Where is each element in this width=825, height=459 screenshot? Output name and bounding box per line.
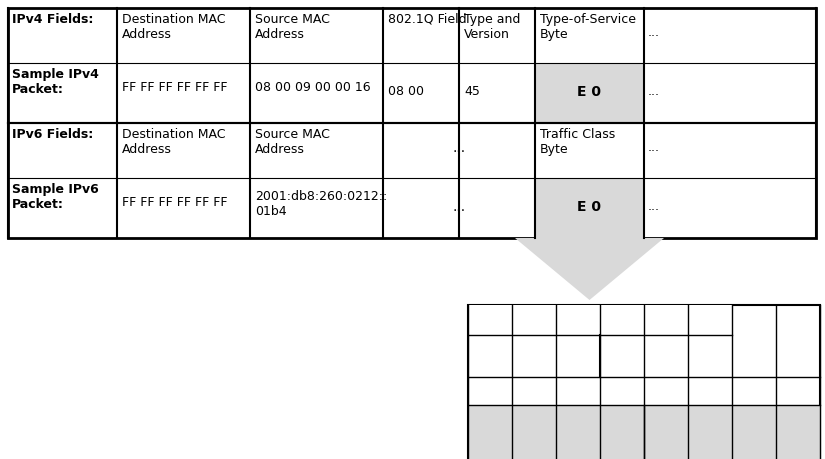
Bar: [8, 8, 816, 238]
Bar: [535, 178, 644, 238]
Text: Destination MAC
Address: Destination MAC Address: [122, 13, 225, 41]
Text: 0: 0: [749, 383, 759, 398]
Text: Type and
Version: Type and Version: [464, 13, 521, 41]
Text: FF FF FF FF FF FF: FF FF FF FF FF FF: [122, 81, 228, 94]
Text: FF FF FF FF FF FF: FF FF FF FF FF FF: [122, 196, 228, 209]
Text: 45: 45: [464, 85, 480, 98]
Text: Destination MAC
Address: Destination MAC Address: [122, 128, 225, 156]
Bar: [644, 405, 820, 459]
Text: ...: ...: [648, 141, 660, 154]
Text: Sample IPv4
Packet:: Sample IPv4 Packet:: [12, 68, 99, 96]
Text: 0: 0: [793, 383, 804, 398]
Text: 08 00: 08 00: [388, 85, 424, 98]
Text: Differentiated Services Codepoint: Differentiated Services Codepoint: [467, 310, 733, 324]
Bar: [535, 63, 644, 123]
Text: Type-of-Service
Byte: Type-of-Service Byte: [540, 13, 636, 41]
Text: ...: ...: [648, 26, 660, 39]
Text: 2001:db8:260:0212::
01b4: 2001:db8:260:0212:: 01b4: [255, 190, 387, 218]
Text: Traffic Class
Byte: Traffic Class Byte: [540, 128, 615, 156]
Text: 0: 0: [661, 383, 672, 398]
Text: E: E: [551, 409, 561, 424]
Text: 1: 1: [485, 383, 495, 398]
Text: Delay Throughput
Reliability Bits: Delay Throughput Reliability Bits: [603, 340, 729, 368]
Bar: [468, 405, 644, 459]
Text: ...: ...: [452, 200, 465, 214]
Text: 0: 0: [727, 409, 738, 424]
Text: 1: 1: [573, 383, 583, 398]
Bar: [468, 305, 820, 459]
Text: 802.1Q Field: 802.1Q Field: [388, 13, 467, 26]
Text: ...: ...: [648, 200, 660, 213]
Text: E 0: E 0: [577, 85, 601, 99]
Text: 0: 0: [617, 383, 627, 398]
Text: Precedence
Bits: Precedence Bits: [493, 340, 575, 368]
Text: IPv6 Fields:: IPv6 Fields:: [12, 128, 93, 141]
Text: ...: ...: [452, 141, 465, 155]
Text: Rsvd.: Rsvd.: [757, 350, 795, 363]
Text: Source MAC
Address: Source MAC Address: [255, 128, 330, 156]
Text: Source MAC
Address: Source MAC Address: [255, 13, 330, 41]
Text: 1: 1: [529, 383, 540, 398]
Text: IPv4 Fields:: IPv4 Fields:: [12, 13, 93, 26]
Bar: [468, 305, 732, 335]
Text: E 0: E 0: [577, 200, 601, 214]
Text: 08 00 09 00 00 16: 08 00 09 00 00 16: [255, 81, 370, 94]
Text: 0: 0: [705, 383, 715, 398]
Text: Sample IPv6
Packet:: Sample IPv6 Packet:: [12, 183, 99, 211]
Text: ...: ...: [648, 85, 660, 98]
Polygon shape: [515, 238, 664, 300]
